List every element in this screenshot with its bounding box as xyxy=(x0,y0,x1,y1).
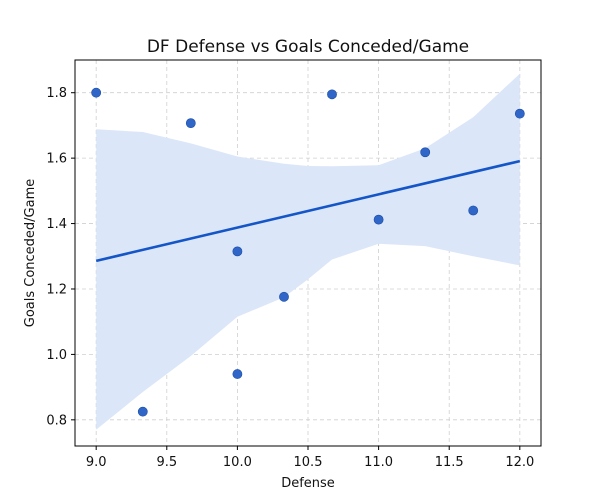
data-point xyxy=(232,246,243,257)
y-axis-label: Goals Conceded/Game xyxy=(23,179,38,328)
data-point xyxy=(91,87,102,98)
regression-line-layer xyxy=(95,159,521,263)
x-tick-label: 10.0 xyxy=(223,455,252,470)
data-point xyxy=(279,291,289,302)
data-point xyxy=(514,108,525,119)
data-point xyxy=(373,214,384,225)
x-tick-label: 9.0 xyxy=(86,455,107,470)
confidence-band-layer xyxy=(96,73,520,430)
y-tick-label: 1.8 xyxy=(46,86,67,101)
data-point xyxy=(232,369,243,379)
x-tick-label: 10.5 xyxy=(294,455,323,470)
y-tick-label: 0.8 xyxy=(46,413,67,428)
x-tick-label: 11.0 xyxy=(364,455,393,470)
x-tick-label: 9.5 xyxy=(156,455,177,470)
confidence-band xyxy=(96,73,520,430)
data-point xyxy=(327,89,337,100)
data-point xyxy=(468,205,479,216)
data-point xyxy=(137,406,148,417)
regression-line xyxy=(95,159,521,263)
y-tick-label: 1.4 xyxy=(46,217,67,232)
y-tick-label: 1.0 xyxy=(46,348,67,363)
x-tick-label: 11.5 xyxy=(435,455,464,470)
plot-area xyxy=(74,59,542,447)
x-tick-label: 12.0 xyxy=(505,455,534,470)
y-tick-label: 1.2 xyxy=(46,282,67,297)
chart-title: DF Defense vs Goals Conceded/Game xyxy=(147,37,469,57)
points-layer xyxy=(91,87,525,417)
x-axis-label: Defense xyxy=(281,476,335,491)
y-axis-ticks: 0.8 1.0 1.2 1.4 1.6 1.8 xyxy=(46,86,75,428)
data-point xyxy=(185,118,196,129)
x-axis-ticks: 9.0 9.5 10.0 10.5 11.0 11.5 12.0 xyxy=(86,446,534,470)
y-tick-label: 1.6 xyxy=(46,152,67,167)
data-point xyxy=(420,147,431,158)
